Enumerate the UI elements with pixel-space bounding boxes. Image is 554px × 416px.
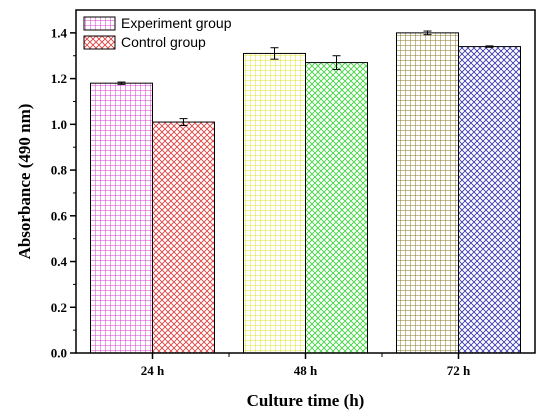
- error-bar-control-24h: [179, 118, 188, 126]
- y-tick-label: 0.8: [51, 163, 68, 178]
- legend-swatch-control: [83, 35, 116, 50]
- error-bars: [117, 30, 494, 126]
- bar-experiment-48h: [243, 52, 306, 354]
- error-bar-experiment-48h: [270, 47, 279, 60]
- error-bar-control-48h: [332, 55, 341, 70]
- y-tick-label: 1.0: [51, 117, 67, 132]
- x-tick-label: 48 h: [294, 363, 318, 378]
- bar-experiment-72h: [396, 32, 459, 354]
- y-tick-label: 0.2: [51, 300, 67, 315]
- bar-experiment-24h: [90, 82, 153, 354]
- y-tick-label: 1.4: [51, 25, 68, 40]
- y-tick-label: 0.6: [51, 208, 68, 223]
- x-axis: 24 h 48 h 72 h: [141, 353, 471, 378]
- bar-control-72h: [458, 46, 521, 354]
- x-tick-label: 72 h: [447, 363, 471, 378]
- y-tick-label: 0.0: [51, 346, 67, 361]
- y-tick-label: 0.4: [51, 254, 68, 269]
- legend-label-control: Control group: [121, 34, 206, 50]
- bar-control-48h: [305, 62, 368, 354]
- legend: Experiment group Control group: [83, 15, 232, 50]
- bar-control-24h: [152, 121, 215, 354]
- error-bar-experiment-72h: [423, 30, 432, 36]
- y-axis-title: Absorbance (490 nm): [15, 104, 34, 260]
- error-bar-experiment-24h: [117, 81, 126, 85]
- y-tick-label: 1.2: [51, 71, 67, 86]
- legend-swatch-experiment: [83, 16, 116, 31]
- x-tick-label: 24 h: [141, 363, 165, 378]
- legend-label-experiment: Experiment group: [121, 15, 232, 31]
- bars: [90, 32, 521, 354]
- error-bar-control-72h: [485, 45, 494, 48]
- y-axis: 0.0 0.2 0.4 0.6 0.8 1.0 1.2 1.4: [51, 25, 76, 361]
- x-axis-title: Culture time (h): [247, 391, 365, 410]
